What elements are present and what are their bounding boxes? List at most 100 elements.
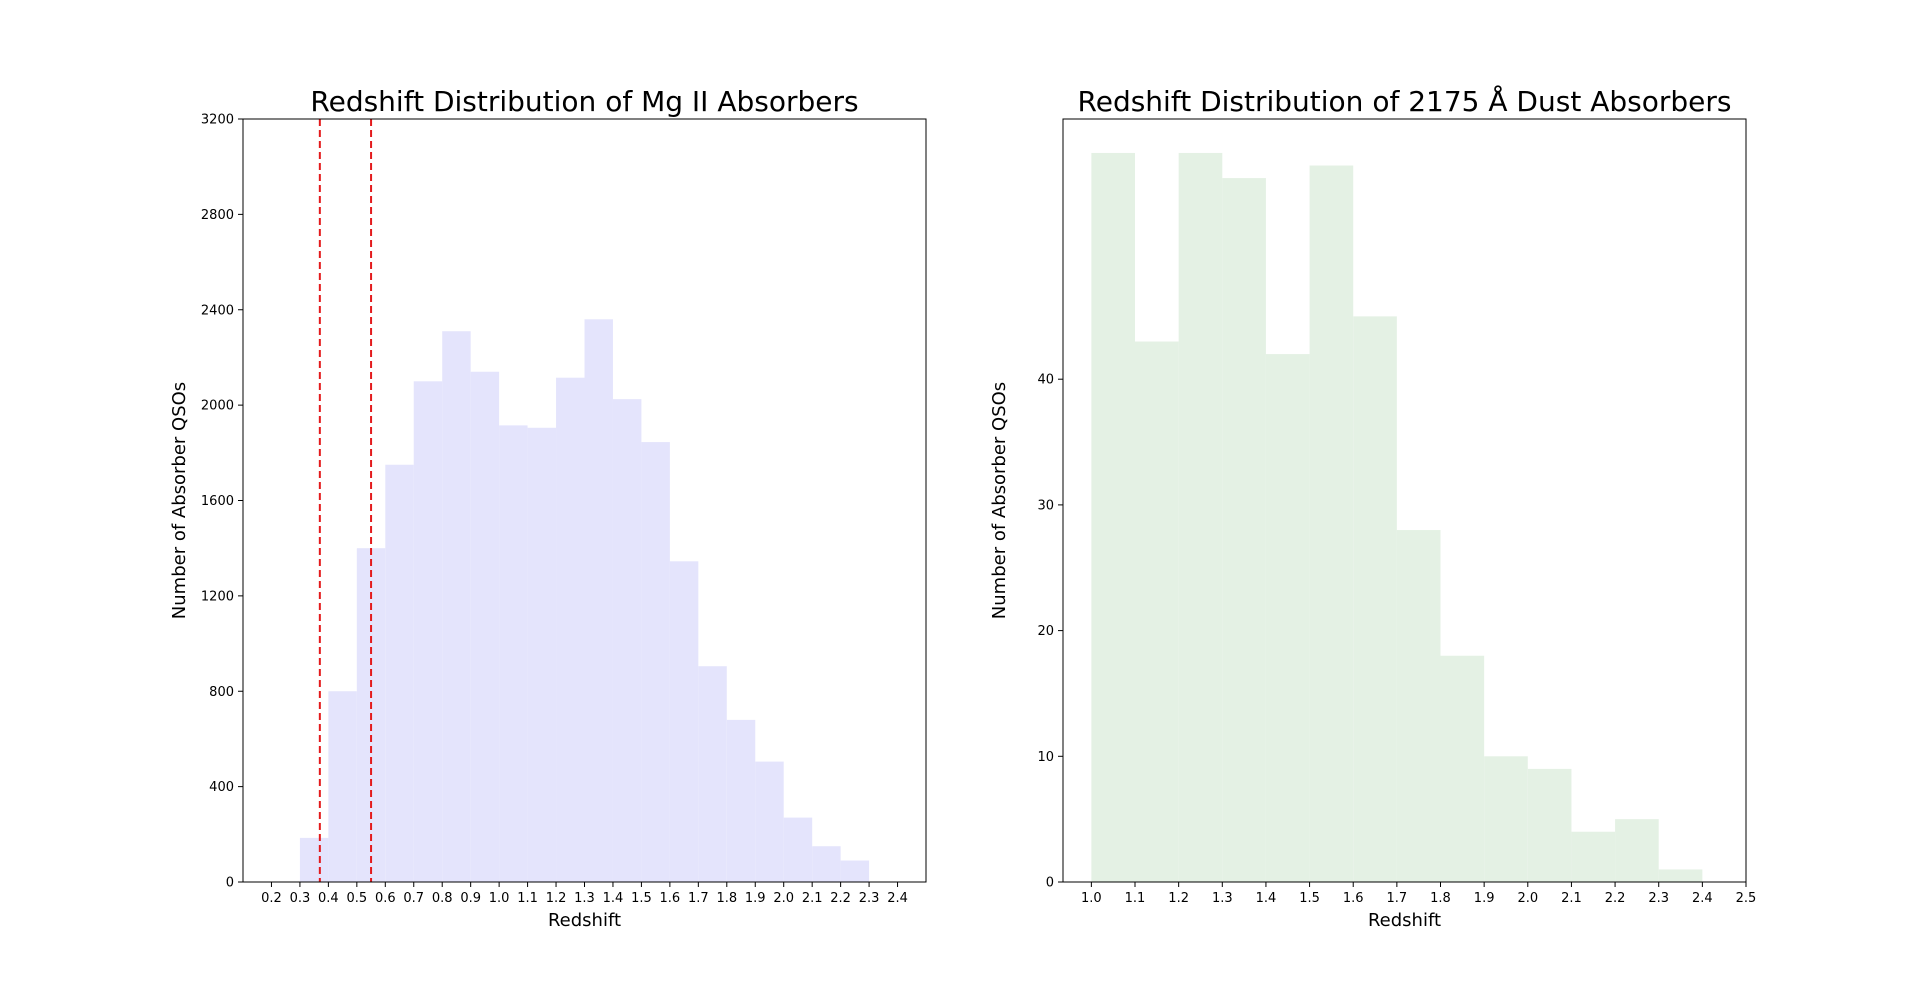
dust-bar-2: [1178, 152, 1223, 883]
mgii-y-tick-label-2: 800: [209, 685, 234, 700]
mgii-y-tick-label-7: 2800: [201, 208, 234, 223]
dust-x-tick-label-8: 1.8: [1430, 891, 1451, 906]
mgii-y-tick-label-6: 2400: [201, 303, 234, 318]
mgii-y-tick-label-8: 3200: [201, 113, 234, 128]
mgii-bar-12: [641, 442, 670, 882]
dust-y-ticks: 0 10 20 30 40: [1037, 373, 1063, 891]
dust-y-tick-label-2: 20: [1037, 624, 1054, 639]
mgii-vlines: [318, 119, 373, 882]
mgii-bar-7: [499, 425, 528, 882]
dust-y-tick-label-3: 30: [1037, 498, 1054, 513]
mgii-bar-6: [470, 371, 500, 882]
mgii-x-tick-label-19: 2.1: [802, 891, 823, 906]
mgii-y-tick-label-0: 0: [226, 876, 234, 891]
mgii-y-tick-label-3: 1200: [201, 589, 234, 604]
mgii-y-tick-label-4: 1600: [201, 494, 234, 509]
dust-x-tick-label-9: 1.9: [1474, 891, 1495, 906]
dust-bar-10: [1527, 768, 1572, 882]
mgii-x-tick-label-6: 0.8: [432, 891, 453, 906]
dust-bar-5: [1309, 165, 1354, 883]
dust-bar-12: [1615, 819, 1659, 882]
dust-bar-0: [1091, 152, 1136, 883]
mgii-bar-0: [299, 837, 329, 882]
mgii-bar-3: [385, 464, 414, 882]
mgii-bar-1: [328, 691, 357, 882]
dust-x-ticks: 1.0 1.1 1.2 1.3 1.4 1.5 1.6 1.7 1.8 1.9 2.0 2.1 2.2 2…: [1081, 882, 1756, 906]
mgii-bar-9: [556, 377, 585, 882]
mgii-x-tick-label-4: 0.6: [375, 891, 396, 906]
dust-x-tick-label-14: 2.4: [1692, 891, 1713, 906]
mgii-x-tick-label-16: 1.8: [716, 891, 737, 906]
dust-x-tick-label-1: 1.1: [1125, 891, 1146, 906]
mgii-bar-16: [755, 761, 784, 882]
dust-bars: [1091, 152, 1703, 883]
mgii-x-tick-label-7: 0.9: [460, 891, 481, 906]
mgii-bar-5: [442, 331, 471, 883]
mgii-x-tick-label-1: 0.3: [290, 891, 311, 906]
dust-x-tick-label-7: 1.7: [1387, 891, 1408, 906]
mgii-x-tick-label-13: 1.5: [631, 891, 652, 906]
mgii-bar-18: [812, 846, 841, 882]
mgii-bar-10: [584, 319, 613, 883]
dust-y-axis-label: Number of Absorber QSOs: [989, 382, 1010, 619]
mgii-bar-17: [783, 817, 813, 882]
mgii-x-tick-label-14: 1.6: [660, 891, 681, 906]
mgii-bar-13: [669, 561, 699, 882]
dust-bar-13: [1658, 869, 1703, 882]
dust-x-tick-label-5: 1.5: [1299, 891, 1320, 906]
dust-y-tick-label-4: 40: [1037, 373, 1054, 388]
dust-x-tick-label-12: 2.2: [1605, 891, 1626, 906]
dust-x-tick-label-4: 1.4: [1256, 891, 1277, 906]
mgii-x-tick-label-12: 1.4: [603, 891, 624, 906]
mgii-x-tick-label-3: 0.5: [346, 891, 367, 906]
dust-bar-8: [1440, 655, 1485, 882]
mgii-x-tick-label-15: 1.7: [688, 891, 709, 906]
mgii-chart-title: Redshift Distribution of Mg II Absorbers: [310, 85, 858, 118]
mgii-bar-8: [527, 427, 557, 882]
mgii-bar-4: [413, 381, 443, 882]
mgii-x-ticks: 0.2 0.3 0.4 0.5 0.6 0.7 0.8 0.9 1.0 1.1 1.2 1.3 1.4 1…: [261, 882, 908, 906]
dust-bar-4: [1265, 354, 1310, 882]
mgii-y-ticks: 0 400 800 1200 1600 2000 2400 2800 3200: [201, 113, 243, 891]
dust-x-tick-label-0: 1.0: [1081, 891, 1102, 906]
mgii-x-tick-label-21: 2.3: [859, 891, 880, 906]
mgii-bars: [299, 319, 870, 883]
mgii-bar-15: [726, 719, 756, 882]
dust-x-tick-label-11: 2.1: [1561, 891, 1582, 906]
mgii-x-tick-label-10: 1.2: [546, 891, 567, 906]
dust-bar-7: [1396, 530, 1441, 882]
mgii-y-tick-label-1: 400: [209, 780, 234, 795]
mgii-bar-19: [840, 860, 870, 882]
dust-x-tick-label-2: 1.2: [1168, 891, 1189, 906]
chart-mgii: 0.2 0.3 0.4 0.5 0.6 0.7 0.8 0.9 1.0 1.1 1.2 1.3 1.4 1…: [169, 85, 927, 931]
chart-dust: 1.0 1.1 1.2 1.3 1.4 1.5 1.6 1.7 1.8 1.9 2.0 2.1 2.2 2…: [989, 84, 1756, 931]
dust-x-tick-label-6: 1.6: [1343, 891, 1364, 906]
dust-y-tick-label-0: 0: [1046, 876, 1054, 891]
dust-x-tick-label-3: 1.3: [1212, 891, 1233, 906]
mgii-x-tick-label-9: 1.1: [517, 891, 538, 906]
mgii-x-tick-label-11: 1.3: [574, 891, 595, 906]
dust-chart-title: Redshift Distribution of 2175 Å Dust Abs…: [1078, 84, 1732, 118]
dust-bar-11: [1571, 831, 1616, 882]
dust-x-tick-label-10: 2.0: [1517, 891, 1538, 906]
dust-bar-3: [1222, 178, 1266, 882]
mgii-x-tick-label-18: 2.0: [773, 891, 794, 906]
dust-x-axis-label: Redshift: [1368, 910, 1441, 931]
mgii-x-tick-label-8: 1.0: [489, 891, 510, 906]
dust-x-tick-label-15: 2.5: [1736, 891, 1757, 906]
mgii-x-tick-label-2: 0.4: [318, 891, 339, 906]
mgii-y-axis-label: Number of Absorber QSOs: [169, 382, 190, 619]
mgii-x-axis-label: Redshift: [548, 910, 621, 931]
dust-bar-9: [1484, 756, 1528, 882]
mgii-x-tick-label-20: 2.2: [830, 891, 851, 906]
dust-plot-frame: [1062, 118, 1747, 883]
mgii-x-tick-label-5: 0.7: [403, 891, 424, 906]
dust-bar-6: [1353, 316, 1397, 883]
mgii-y-tick-label-5: 2000: [201, 399, 234, 414]
dust-x-tick-label-13: 2.3: [1648, 891, 1669, 906]
mgii-bar-11: [612, 399, 642, 882]
mgii-x-tick-label-17: 1.9: [745, 891, 766, 906]
dust-y-tick-label-1: 10: [1037, 750, 1054, 765]
mgii-x-tick-label-0: 0.2: [261, 891, 282, 906]
